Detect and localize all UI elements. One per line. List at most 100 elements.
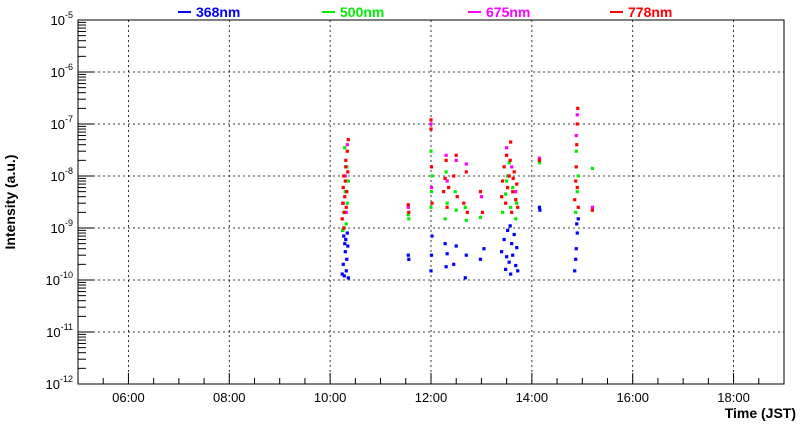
data-point: [429, 205, 433, 209]
legend-label: 368nm: [196, 4, 240, 20]
y-tick-labels: 10-12 10-11 10-10 10-9 10-8 10-7 10-6 10-5: [46, 10, 73, 392]
data-point: [345, 143, 349, 147]
data-point: [509, 272, 513, 276]
data-point: [507, 174, 511, 178]
data-point: [464, 170, 468, 174]
data-point: [576, 217, 580, 221]
data-point: [443, 176, 447, 180]
data-point: [445, 205, 449, 209]
data-point: [344, 237, 348, 242]
data-point: [463, 276, 467, 280]
data-point: [508, 158, 512, 162]
data-point: [515, 182, 519, 186]
data-point: [507, 260, 511, 264]
data-point: [574, 257, 578, 261]
data-point: [574, 133, 578, 138]
data-point: [514, 217, 518, 221]
data-point: [406, 205, 410, 209]
x-tick-label: 06:00: [112, 390, 145, 405]
data-point: [406, 253, 410, 257]
data-point: [502, 165, 506, 169]
y-tick-label: 10-6: [51, 62, 73, 80]
y-tick-label: 10-12: [46, 374, 73, 392]
data-point: [346, 138, 350, 142]
data-point: [429, 118, 433, 122]
data-point: [444, 153, 448, 157]
data-point: [505, 179, 509, 183]
data-point: [501, 179, 505, 183]
data-point: [406, 203, 410, 207]
data-point: [346, 179, 350, 183]
y-tick-label: 10-9: [51, 218, 73, 236]
data-point: [511, 253, 515, 257]
x-tick-label: 10:00: [314, 390, 347, 405]
data-point: [345, 201, 349, 205]
data-point: [454, 158, 458, 162]
data-point: [407, 257, 411, 261]
data-point: [444, 170, 448, 174]
data-point: [515, 201, 519, 205]
data-point: [345, 149, 349, 153]
data-point: [346, 244, 350, 248]
data-point: [343, 179, 347, 183]
data-point: [576, 174, 580, 178]
data-point: [454, 153, 458, 157]
axis-ticks: [77, 19, 785, 385]
series-368nm: [340, 205, 580, 280]
data-point: [464, 218, 468, 223]
data-point: [500, 250, 504, 254]
data-point: [430, 201, 434, 205]
data-point: [574, 179, 578, 183]
data-point: [575, 113, 579, 117]
data-point: [445, 179, 449, 183]
data-point: [340, 217, 344, 221]
x-tick-label: 18:00: [717, 390, 750, 405]
data-point: [510, 210, 514, 214]
data-point: [462, 201, 466, 205]
data-point: [502, 237, 506, 242]
x-tick-labels: 06:00 08:00 10:00 12:00 14:00 16:00 18:00: [112, 390, 750, 405]
data-point: [507, 161, 511, 165]
data-point: [515, 245, 519, 250]
data-point: [511, 190, 515, 194]
data-point: [342, 210, 346, 214]
data-point: [345, 231, 349, 235]
data-point: [510, 165, 514, 169]
data-point: [512, 232, 516, 237]
data-point: [573, 269, 577, 273]
data-point: [345, 190, 349, 194]
data-point: [346, 170, 350, 174]
data-point: [429, 269, 433, 273]
data-point: [505, 255, 509, 259]
data-point: [444, 158, 448, 162]
legend-label: 500nm: [340, 4, 384, 20]
x-tick-label: 12:00: [415, 390, 448, 405]
data-point: [444, 265, 448, 269]
data-point: [341, 201, 345, 205]
data-point: [479, 195, 484, 199]
data-point: [506, 185, 510, 190]
y-tick-label: 10-11: [46, 322, 73, 340]
data-point: [509, 140, 513, 144]
data-point: [429, 185, 434, 190]
data-point: [590, 208, 594, 212]
data-point: [447, 185, 451, 190]
data-point: [511, 185, 515, 190]
data-point: [454, 244, 458, 248]
data-point: [511, 176, 515, 180]
data-point: [455, 195, 459, 199]
data-point: [344, 158, 348, 162]
legend-label: 675nm: [486, 4, 530, 20]
data-point: [574, 149, 578, 153]
data-point: [341, 228, 345, 232]
data-point: [574, 210, 578, 214]
data-point: [344, 165, 348, 169]
data-point: [538, 208, 542, 212]
data-point: [442, 190, 446, 194]
data-point: [576, 205, 580, 209]
data-point: [429, 190, 434, 194]
data-point: [480, 210, 485, 214]
data-point: [575, 222, 579, 226]
data-point: [478, 215, 483, 219]
data-point: [343, 195, 347, 199]
